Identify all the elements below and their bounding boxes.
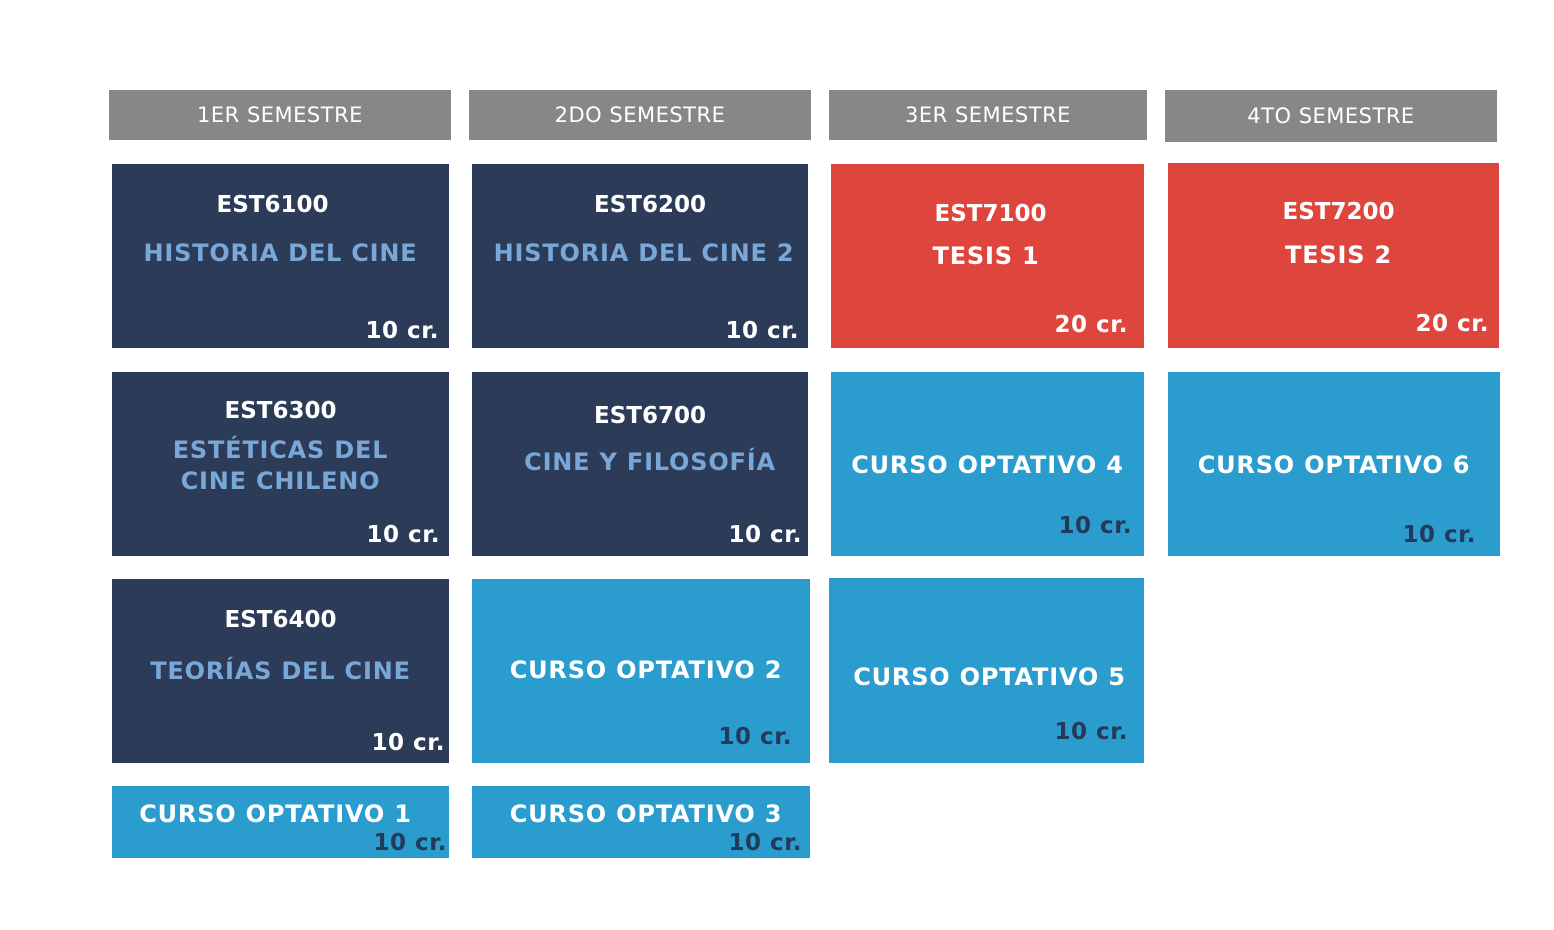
course-card-optativo-5: CURSO OPTATIVO 5 10 cr. bbox=[829, 578, 1144, 763]
course-code: EST6400 bbox=[224, 607, 337, 633]
course-title: CURSO OPTATIVO 3 bbox=[509, 800, 783, 828]
course-credits: 10 cr. bbox=[728, 830, 802, 856]
course-title: HISTORIA DEL CINE bbox=[143, 239, 418, 267]
course-card-optativo-6: CURSO OPTATIVO 6 10 cr. bbox=[1168, 372, 1500, 556]
course-card-est6100: EST6100 HISTORIA DEL CINE 10 cr. bbox=[112, 164, 449, 348]
course-card-est7100: EST7100 TESIS 1 20 cr. bbox=[831, 164, 1144, 348]
semester-header-label: 4TO SEMESTRE bbox=[1247, 104, 1415, 128]
semester-header-4: 4TO SEMESTRE bbox=[1165, 90, 1497, 142]
course-credits: 10 cr. bbox=[365, 318, 439, 344]
course-code: EST6200 bbox=[594, 192, 706, 218]
course-title: CURSO OPTATIVO 4 bbox=[851, 451, 1124, 479]
course-credits: 10 cr. bbox=[718, 724, 792, 750]
course-title-line-1: ESTÉTICAS DEL bbox=[172, 436, 389, 464]
semester-header-label: 2DO SEMESTRE bbox=[554, 103, 726, 127]
course-title: CURSO OPTATIVO 6 bbox=[1197, 451, 1471, 479]
semester-header-3: 3ER SEMESTRE bbox=[829, 90, 1147, 140]
course-title: CURSO OPTATIVO 1 bbox=[139, 800, 412, 828]
course-title: TESIS 1 bbox=[932, 242, 1040, 270]
semester-header-1: 1ER SEMESTRE bbox=[109, 90, 451, 140]
course-card-est6400: EST6400 TEORÍAS DEL CINE 10 cr. bbox=[112, 579, 449, 763]
course-code: EST6100 bbox=[216, 192, 329, 218]
course-title: TEORÍAS DEL CINE bbox=[150, 657, 411, 685]
course-title: HISTORIA DEL CINE 2 bbox=[493, 239, 795, 267]
course-credits: 20 cr. bbox=[1415, 311, 1489, 337]
course-credits: 10 cr. bbox=[371, 730, 445, 756]
semester-header-label: 3ER SEMESTRE bbox=[905, 103, 1071, 127]
semester-header-2: 2DO SEMESTRE bbox=[469, 90, 811, 140]
course-credits: 10 cr. bbox=[725, 318, 799, 344]
course-code: EST6700 bbox=[594, 403, 706, 429]
course-card-est6200: EST6200 HISTORIA DEL CINE 2 10 cr. bbox=[472, 164, 808, 348]
course-title: CURSO OPTATIVO 2 bbox=[509, 656, 783, 684]
course-card-optativo-3: CURSO OPTATIVO 3 10 cr. bbox=[472, 786, 810, 858]
course-credits: 10 cr. bbox=[373, 830, 447, 856]
course-credits: 10 cr. bbox=[728, 522, 802, 548]
course-credits: 20 cr. bbox=[1054, 312, 1128, 338]
course-code: EST6300 bbox=[224, 398, 337, 424]
course-credits: 10 cr. bbox=[366, 522, 440, 548]
course-card-optativo-4: CURSO OPTATIVO 4 10 cr. bbox=[831, 372, 1144, 556]
course-card-est7200: EST7200 TESIS 2 20 cr. bbox=[1168, 163, 1499, 348]
course-title-line-2: CINE CHILENO bbox=[180, 467, 381, 495]
course-card-optativo-1: CURSO OPTATIVO 1 10 cr. bbox=[112, 786, 449, 858]
course-title: TESIS 2 bbox=[1285, 241, 1392, 269]
course-title: CINE Y FILOSOFÍA bbox=[524, 448, 776, 476]
course-card-optativo-2: CURSO OPTATIVO 2 10 cr. bbox=[472, 579, 810, 763]
course-credits: 10 cr. bbox=[1054, 719, 1128, 745]
course-title: CURSO OPTATIVO 5 bbox=[853, 663, 1126, 691]
semester-header-label: 1ER SEMESTRE bbox=[197, 103, 363, 127]
course-code: EST7100 bbox=[934, 201, 1047, 227]
course-credits: 10 cr. bbox=[1058, 513, 1132, 539]
course-code: EST7200 bbox=[1282, 199, 1395, 225]
course-credits: 10 cr. bbox=[1402, 522, 1476, 548]
course-card-est6700: EST6700 CINE Y FILOSOFÍA 10 cr. bbox=[472, 372, 808, 556]
course-card-est6300: EST6300 ESTÉTICAS DEL CINE CHILENO 10 cr… bbox=[112, 372, 449, 556]
